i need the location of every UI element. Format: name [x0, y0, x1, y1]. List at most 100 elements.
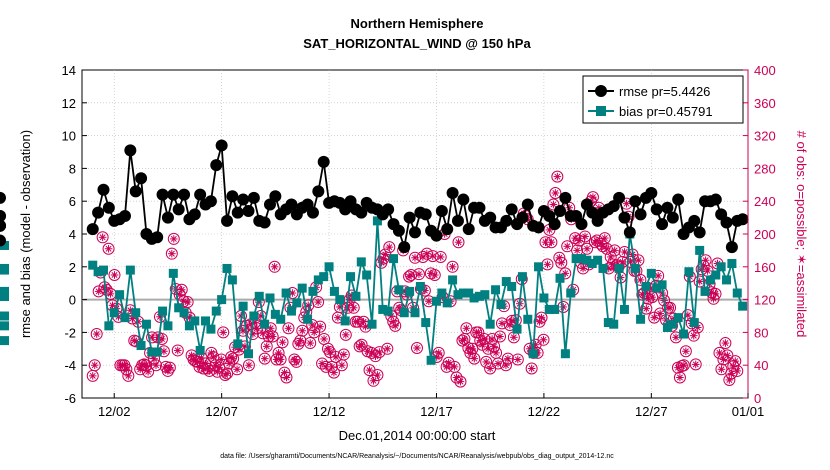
rmse-point	[446, 187, 459, 199]
x-axis-label: Dec.01,2014 00:00:00 start	[339, 428, 496, 443]
obs-assimilated-marker	[724, 352, 731, 359]
rmse-point	[398, 241, 411, 254]
obs-assimilated-marker	[437, 253, 444, 260]
rmse-point	[505, 203, 518, 216]
obs-assimilated-marker	[680, 362, 687, 369]
obs-assimilated-marker	[358, 341, 365, 348]
obs-assimilated-marker	[684, 312, 691, 319]
obs-possible-marker	[88, 359, 101, 372]
obs-assimilated-marker	[718, 366, 725, 373]
obs-possible-marker	[290, 355, 303, 368]
bias-point	[593, 255, 603, 265]
rmse-point	[129, 185, 142, 198]
obs-assimilated-marker	[234, 366, 241, 373]
obs-possible-marker	[559, 267, 572, 280]
obs-marker	[561, 240, 574, 253]
rmse-point	[124, 144, 137, 157]
obs-possible-marker	[707, 292, 720, 305]
obs-marker	[687, 329, 700, 342]
obs-assimilated-marker	[275, 349, 282, 356]
obs-marker	[276, 336, 289, 349]
obs-marker	[304, 337, 317, 350]
rmse-point	[532, 221, 545, 234]
obs-marker	[571, 244, 584, 257]
obs-marker	[428, 269, 441, 281]
bias-point	[340, 316, 350, 326]
bias-point	[603, 318, 613, 328]
x-tick-label: 12/27	[635, 404, 668, 419]
obs-possible-marker	[304, 337, 317, 350]
obs-possible-marker	[586, 191, 599, 204]
obs-possible-marker	[579, 230, 592, 243]
obs-possible-marker	[347, 301, 360, 314]
bias-point	[0, 311, 9, 321]
obs-assimilated-marker	[475, 329, 482, 336]
right-y-axis-label: # of obs: o=possible; ✶=assimilated	[794, 131, 809, 338]
obs-possible-marker	[274, 353, 287, 366]
obs-assimilated-marker	[544, 261, 551, 268]
bias-point	[614, 263, 624, 273]
rmse-point	[317, 155, 330, 168]
obs-marker	[410, 341, 423, 354]
bias-point	[131, 308, 141, 318]
x-axis: 12/02 12/07 12/12 12/17 12/22 12/27 01/01	[98, 393, 764, 419]
obs-possible-marker	[409, 251, 421, 264]
obs-assimilated-marker	[411, 254, 419, 261]
bias-point	[646, 268, 656, 278]
bias-point	[324, 262, 334, 272]
obs-possible-marker	[511, 353, 524, 366]
obs-possible-marker	[488, 340, 501, 353]
obs-assimilated-marker	[125, 372, 132, 379]
obs-possible-marker	[673, 371, 686, 384]
obs-marker	[432, 346, 445, 359]
bias-point	[727, 259, 737, 269]
rmse-point	[92, 206, 105, 219]
bias-point	[367, 319, 377, 329]
obs-possible-marker	[569, 232, 582, 245]
obs-assimilated-marker	[326, 349, 334, 356]
bias-point	[378, 304, 388, 314]
obs-assimilated-marker	[168, 250, 175, 257]
rmse-point	[0, 209, 6, 222]
bias-point	[195, 345, 205, 355]
obs-possible-marker	[381, 342, 394, 355]
obs-possible-marker	[312, 296, 325, 309]
obs-marker	[272, 346, 285, 359]
obs-assimilated-marker	[289, 290, 296, 297]
obs-marker	[608, 244, 621, 257]
bias-point	[550, 304, 560, 314]
obs-assimilated-marker	[726, 376, 733, 383]
obs-assimilated-marker	[279, 339, 286, 346]
obs-assimilated-marker	[210, 353, 217, 361]
obs-marker	[452, 236, 465, 249]
rmse-point	[269, 190, 282, 203]
left-y-tick-label: 6	[69, 194, 76, 209]
bias-point	[190, 316, 200, 326]
bias-point	[517, 272, 527, 282]
right-y-tick-label: 280	[754, 161, 776, 176]
obs-possible-marker	[525, 362, 538, 375]
obs-possible-marker	[339, 328, 352, 341]
obs-marker	[535, 311, 548, 324]
bias-point	[410, 308, 420, 318]
obs-possible-marker	[561, 240, 574, 253]
rmse-point	[237, 193, 250, 206]
obs-assimilated-marker	[277, 356, 284, 363]
rmse-point	[188, 208, 201, 221]
obs-possible-marker	[555, 256, 568, 269]
x-tick-label: 12/22	[528, 404, 561, 419]
obs-assimilated-marker	[158, 335, 165, 342]
bias-point	[673, 313, 683, 323]
obs-possible-marker	[677, 359, 690, 372]
right-y-tick-label: 360	[754, 96, 776, 111]
obs-marker	[488, 340, 501, 353]
rmse-point	[419, 208, 432, 221]
bias-point	[619, 304, 629, 314]
rmse-point	[441, 223, 454, 236]
obs-possible-marker	[719, 337, 732, 350]
rmse-point	[656, 218, 669, 231]
obs-marker	[494, 330, 507, 343]
obs-assimilated-marker	[611, 247, 618, 254]
obs-possible-marker	[227, 352, 240, 365]
